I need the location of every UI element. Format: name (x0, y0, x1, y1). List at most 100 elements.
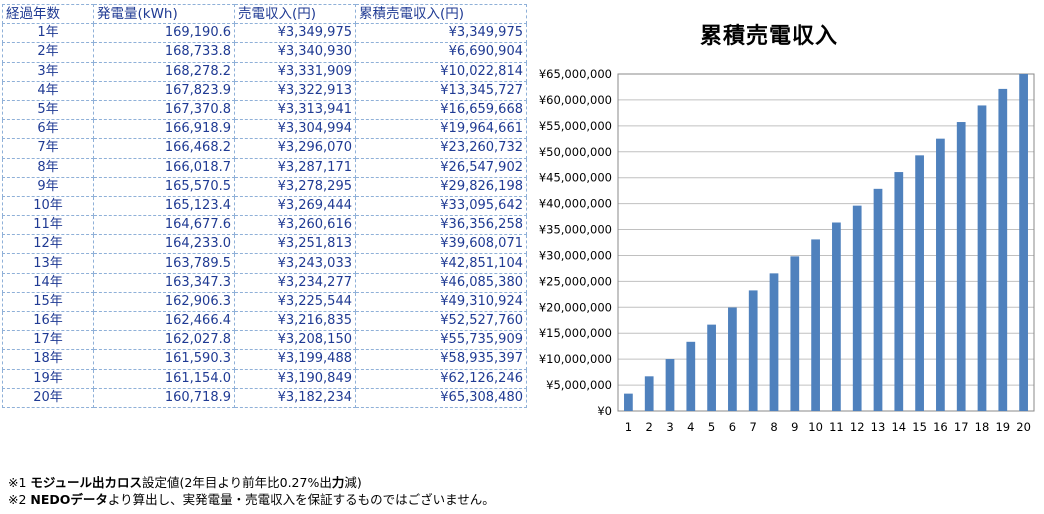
table-row: 12年 164,233.0 ¥3,251,813 ¥39,608,071 (2, 234, 527, 255)
cell-cumulative-income: ¥36,356,258 (355, 215, 527, 236)
cell-generation: 162,906.3 (93, 291, 235, 313)
y-tick-label: ¥50,000,000 (539, 145, 612, 159)
cell-cumulative-income: ¥52,527,760 (355, 310, 527, 332)
header-elapsed-years: 経過年数 (2, 3, 94, 25)
bar (624, 393, 633, 411)
footnote-2: ※2 NEDOデータより算出し、実発電量・売電収入を保証するものではございません… (8, 491, 495, 508)
x-tick-label: 18 (975, 420, 990, 434)
bar (686, 341, 696, 411)
x-tick-label: 4 (687, 420, 694, 434)
cell-cumulative-income: ¥62,126,246 (355, 368, 527, 389)
y-tick-label: ¥60,000,000 (539, 93, 612, 107)
cell-generation: 164,677.6 (93, 215, 235, 236)
x-tick-label: 16 (933, 420, 948, 434)
x-tick-label: 19 (995, 420, 1010, 434)
cell-sales-income: ¥3,243,033 (234, 253, 356, 274)
x-tick-label: 5 (708, 420, 715, 434)
cell-sales-income: ¥3,313,941 (234, 99, 356, 121)
x-tick-label: 14 (891, 420, 906, 434)
cell-year: 17年 (2, 330, 94, 351)
y-tick-label: ¥30,000,000 (539, 248, 612, 262)
footnotes: ※1 モジュール出カロス設定値(2年目より前年比0.27%出力減) ※2 NED… (8, 474, 495, 508)
header-generation: 発電量(kWh) (93, 3, 235, 25)
table-row: 8年 166,018.7 ¥3,287,171 ¥26,547,902 (2, 157, 527, 178)
cell-cumulative-income: ¥58,935,397 (355, 349, 527, 370)
cell-sales-income: ¥3,208,150 (234, 330, 356, 351)
footnote-1: ※1 モジュール出カロス設定値(2年目より前年比0.27%出力減) (8, 474, 495, 491)
bar (998, 88, 1008, 412)
cell-generation: 166,018.7 (93, 157, 235, 178)
x-tick-label: 11 (829, 420, 844, 434)
cell-cumulative-income: ¥16,659,668 (355, 99, 527, 121)
y-tick-label: ¥15,000,000 (539, 326, 612, 340)
cell-cumulative-income: ¥13,345,727 (355, 80, 527, 101)
cell-sales-income: ¥3,260,616 (234, 215, 356, 236)
cell-generation: 166,468.2 (93, 138, 235, 159)
cell-sales-income: ¥3,182,234 (234, 387, 356, 408)
footnote-2-text: より算出し、実発電量・売電収入を保証するものではございません。 (107, 492, 495, 507)
footnote-1-text: 設定値(2年目より前年比0.27%出 (142, 475, 332, 490)
cell-generation: 168,278.2 (93, 61, 235, 82)
x-tick-label: 6 (729, 420, 736, 434)
bar (977, 105, 987, 412)
cell-year: 9年 (2, 176, 94, 197)
table-body: 1年 169,190.6 ¥3,349,975 ¥3,349,975 2年 168,733… (2, 23, 527, 408)
bar (832, 222, 841, 411)
y-tick-label: ¥25,000,000 (539, 274, 612, 288)
y-tick-label: ¥55,000,000 (539, 119, 612, 133)
cell-sales-income: ¥3,269,444 (234, 195, 356, 217)
bar (873, 188, 883, 411)
cell-generation: 165,123.4 (93, 195, 235, 217)
table-row: 14年 163,347.3 ¥3,234,277 ¥46,085,380 (2, 272, 527, 293)
bar (769, 273, 779, 411)
table-row: 4年 167,823.9 ¥3,322,913 ¥13,345,727 (2, 80, 527, 101)
cell-sales-income: ¥3,278,295 (234, 176, 356, 197)
cell-cumulative-income: ¥33,095,642 (355, 195, 527, 217)
cell-year: 13年 (2, 253, 94, 274)
cell-cumulative-income: ¥26,547,902 (355, 157, 527, 178)
header-sales-income: 売電収入(円) (234, 3, 356, 25)
cell-sales-income: ¥3,304,994 (234, 119, 356, 140)
table-row: 5年 167,370.8 ¥3,313,941 ¥16,659,668 (2, 99, 527, 121)
cell-generation: 165,570.5 (93, 176, 235, 197)
table-row: 7年 166,468.2 ¥3,296,070 ¥23,260,732 (2, 138, 527, 159)
footnote-1-prefix: ※1 (8, 475, 31, 490)
cell-generation: 163,347.3 (93, 272, 235, 293)
x-tick-label: 20 (1016, 420, 1031, 434)
cell-generation: 166,918.9 (93, 119, 235, 140)
y-tick-label: ¥45,000,000 (539, 171, 612, 185)
cell-cumulative-income: ¥65,308,480 (355, 387, 527, 408)
bar (707, 324, 716, 411)
simulation-table: 経過年数 発電量(kWh) 売電収入(円) 累積売電収入(円) 1年 169,19… (2, 3, 527, 408)
cumulative-income-chart: ¥0 ¥5,000,000 ¥10,000,000 ¥15,000,000 ¥20,00… (539, 67, 1035, 434)
bar (936, 138, 945, 411)
cell-year: 10年 (2, 195, 94, 217)
cell-cumulative-income: ¥46,085,380 (355, 272, 527, 293)
cell-year: 7年 (2, 138, 94, 159)
cell-sales-income: ¥3,349,975 (234, 23, 356, 44)
table-row: 15年 162,906.3 ¥3,225,544 ¥49,310,924 (2, 291, 527, 313)
cell-sales-income: ¥3,251,813 (234, 234, 356, 255)
table-row: 1年 169,190.6 ¥3,349,975 ¥3,349,975 (2, 23, 527, 44)
cell-year: 4年 (2, 80, 94, 101)
cell-year: 3年 (2, 61, 94, 82)
table-row: 16年 162,466.4 ¥3,216,835 ¥52,527,760 (2, 310, 527, 332)
x-tick-label: 2 (646, 420, 653, 434)
table-row: 20年 160,718.9 ¥3,182,234 ¥65,308,480 (2, 387, 527, 408)
cell-sales-income: ¥3,225,544 (234, 291, 356, 313)
cell-cumulative-income: ¥42,851,104 (355, 253, 527, 274)
y-tick-label: ¥20,000,000 (539, 300, 612, 314)
y-tick-label: ¥0 (597, 404, 612, 418)
cell-sales-income: ¥3,199,488 (234, 349, 356, 370)
cell-cumulative-income: ¥23,260,732 (355, 138, 527, 159)
cell-year: 19年 (2, 368, 94, 389)
y-tick-label: ¥35,000,000 (539, 223, 612, 237)
cell-year: 1年 (2, 23, 94, 44)
cell-year: 11年 (2, 215, 94, 236)
cell-generation: 161,154.0 (93, 368, 235, 389)
cell-year: 2年 (2, 42, 94, 63)
y-tick-label: ¥5,000,000 (546, 378, 612, 392)
x-tick-label: 8 (770, 420, 777, 434)
footnote-2-prefix: ※2 (8, 492, 31, 507)
cell-year: 18年 (2, 349, 94, 370)
